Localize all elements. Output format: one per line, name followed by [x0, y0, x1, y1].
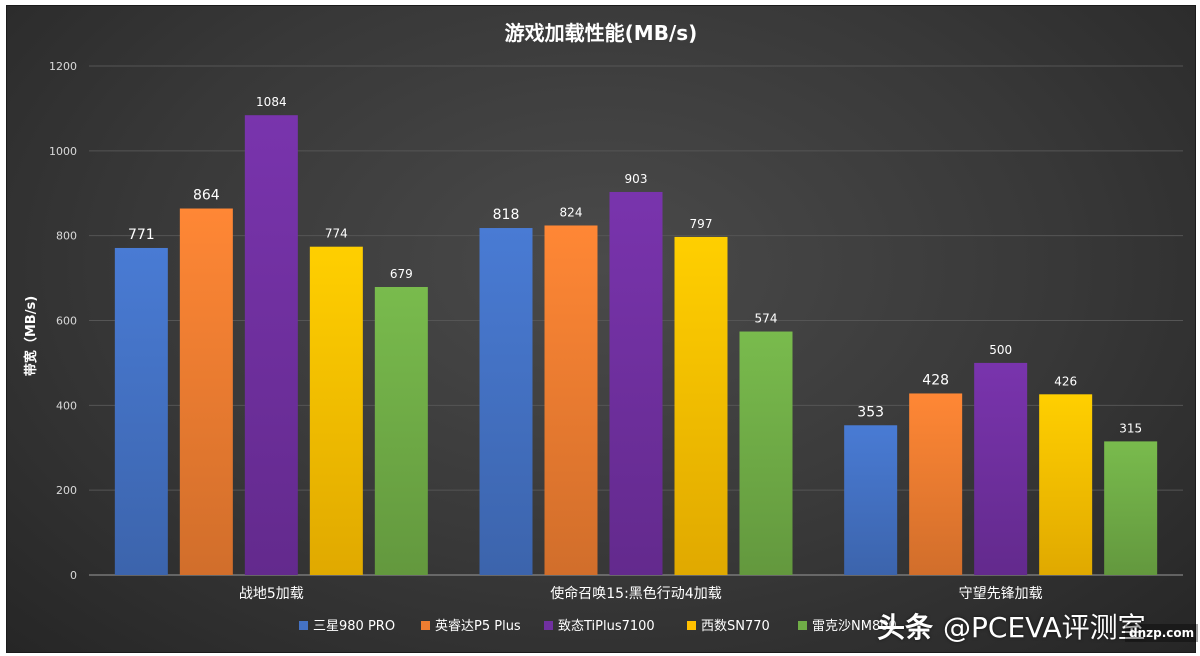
- data-label: 574: [755, 312, 778, 326]
- data-label: 864: [193, 188, 220, 204]
- data-label: 818: [493, 207, 520, 223]
- data-label: 1084: [256, 95, 287, 109]
- bar: [374, 286, 428, 575]
- data-label: 771: [128, 227, 155, 243]
- legend-swatch: [421, 621, 430, 630]
- data-label: 500: [989, 343, 1012, 357]
- data-label: 679: [390, 267, 413, 281]
- watermark: 头条 @PCEVA评测室: [877, 603, 1146, 649]
- y-tick-label: 200: [56, 484, 77, 497]
- data-label: 797: [690, 217, 713, 231]
- bar: [309, 246, 363, 575]
- bar: [909, 393, 963, 575]
- y-axis-label: 带宽（MB/s): [23, 296, 39, 376]
- bar: [1104, 441, 1158, 575]
- bar: [974, 362, 1028, 575]
- bar: [609, 191, 663, 576]
- x-tick-label: 使命召唤15:黑色行动4加载: [550, 585, 721, 602]
- data-label: 315: [1119, 421, 1142, 435]
- legend-swatch: [299, 621, 308, 630]
- y-tick-label: 1200: [49, 60, 77, 73]
- y-tick-label: 800: [56, 230, 77, 243]
- chart-frame: 游戏加载性能(MB/s) 带宽（MB/s) 0 200 400 600 800 1000 1…: [6, 5, 1199, 653]
- legend-swatch: [798, 621, 807, 630]
- legend-entry: 西数SN770: [701, 619, 770, 634]
- bar: [739, 331, 793, 575]
- legend-entry: 英睿达P5 Plus: [435, 619, 521, 634]
- y-tick-label: 1000: [49, 145, 77, 158]
- watermark-site: dnzp.com: [1125, 624, 1199, 642]
- data-label: 428: [922, 372, 949, 388]
- y-tick-label: 400: [56, 399, 77, 412]
- bar: [544, 225, 598, 575]
- watermark-handle: @PCEVA评测室: [943, 611, 1146, 644]
- y-tick-label: 0: [70, 569, 77, 582]
- bar: [479, 228, 533, 575]
- bar: [179, 208, 233, 575]
- legend-swatch: [544, 621, 553, 630]
- data-label: 774: [325, 227, 348, 241]
- legend-entry: 致态TiPlus7100: [558, 619, 655, 634]
- data-label: 426: [1054, 374, 1077, 388]
- y-tick-label: 600: [56, 315, 77, 328]
- x-tick-label: 战地5加载: [239, 586, 304, 602]
- bar: [844, 425, 898, 575]
- data-label: 824: [560, 205, 583, 219]
- legend-entry: 三星980 PRO: [313, 619, 395, 634]
- x-tick-label: 守望先锋加载: [959, 586, 1043, 602]
- bar: [674, 236, 728, 576]
- legend-entry: 雷克沙NM800: [812, 619, 897, 634]
- chart-title: 游戏加载性能(MB/s): [505, 21, 698, 45]
- data-label: 903: [625, 172, 648, 186]
- bar-chart: 游戏加载性能(MB/s) 带宽（MB/s) 0 200 400 600 800 1000 1…: [23, 21, 1183, 634]
- watermark-brand: 头条: [877, 611, 934, 644]
- bar: [1039, 394, 1093, 575]
- legend-swatch: [687, 621, 696, 630]
- data-label: 353: [857, 404, 884, 420]
- bar: [244, 115, 298, 575]
- bar: [114, 247, 168, 575]
